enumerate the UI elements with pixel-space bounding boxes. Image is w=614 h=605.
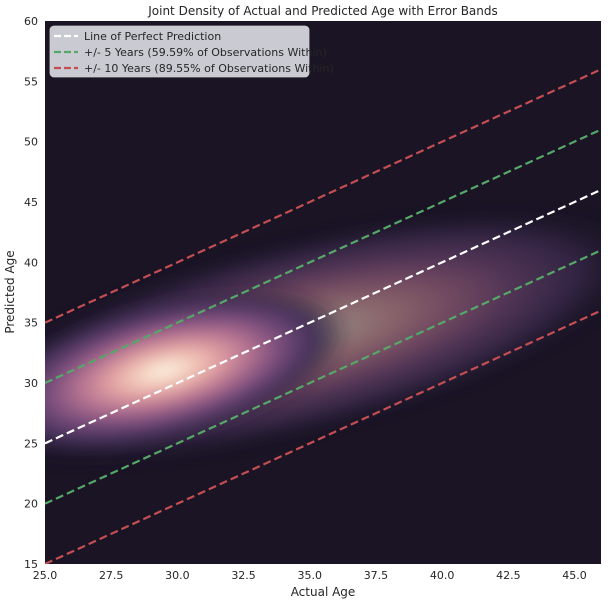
legend-label: Line of Perfect Prediction xyxy=(84,30,221,43)
legend: Line of Perfect Prediction +/- 5 Years (5… xyxy=(49,25,334,78)
x-axis-title: Actual Age xyxy=(291,585,356,599)
legend-box xyxy=(49,25,310,78)
y-tick-label: 25 xyxy=(24,437,38,450)
density-core xyxy=(45,286,350,456)
x-tick-label: 30.0 xyxy=(165,569,190,582)
legend-label: +/- 5 Years (59.59% of Observations With… xyxy=(84,46,327,59)
reference-lines xyxy=(45,68,601,564)
reference-line xyxy=(45,188,601,445)
y-tick-label: 55 xyxy=(24,75,38,88)
x-tick-label: 32.5 xyxy=(231,569,256,582)
reference-line xyxy=(45,309,601,564)
x-tick-label: 25.0 xyxy=(33,569,58,582)
x-tick-label: 45.0 xyxy=(562,569,587,582)
density-layer xyxy=(45,68,601,564)
reference-line xyxy=(45,249,601,505)
y-tick-label: 15 xyxy=(24,558,38,571)
y-axis-ticks: 15 20 25 30 35 40 45 50 55 60 xyxy=(24,15,38,571)
y-tick-label: 50 xyxy=(24,136,38,149)
x-axis-ticks: 25.0 27.5 30.0 32.5 35.0 37.5 40.0 42.5 45.0 xyxy=(33,569,587,582)
y-tick-label: 20 xyxy=(24,498,38,511)
x-tick-label: 37.5 xyxy=(364,569,389,582)
y-tick-label: 30 xyxy=(24,377,38,390)
x-tick-label: 27.5 xyxy=(99,569,124,582)
reference-line xyxy=(45,68,601,324)
reference-line xyxy=(45,128,601,385)
y-tick-label: 35 xyxy=(24,317,38,330)
x-tick-label: 40.0 xyxy=(430,569,455,582)
y-tick-label: 60 xyxy=(24,15,38,28)
chart-title: Joint Density of Actual and Predicted Ag… xyxy=(147,4,498,18)
x-tick-label: 35.0 xyxy=(298,569,323,582)
y-tick-label: 40 xyxy=(24,256,38,269)
y-axis-title: Predicted Age xyxy=(3,250,17,333)
legend-label: +/- 10 Years (89.55% of Observations Wit… xyxy=(84,62,334,75)
y-tick-label: 45 xyxy=(24,196,38,209)
x-tick-label: 42.5 xyxy=(496,569,521,582)
